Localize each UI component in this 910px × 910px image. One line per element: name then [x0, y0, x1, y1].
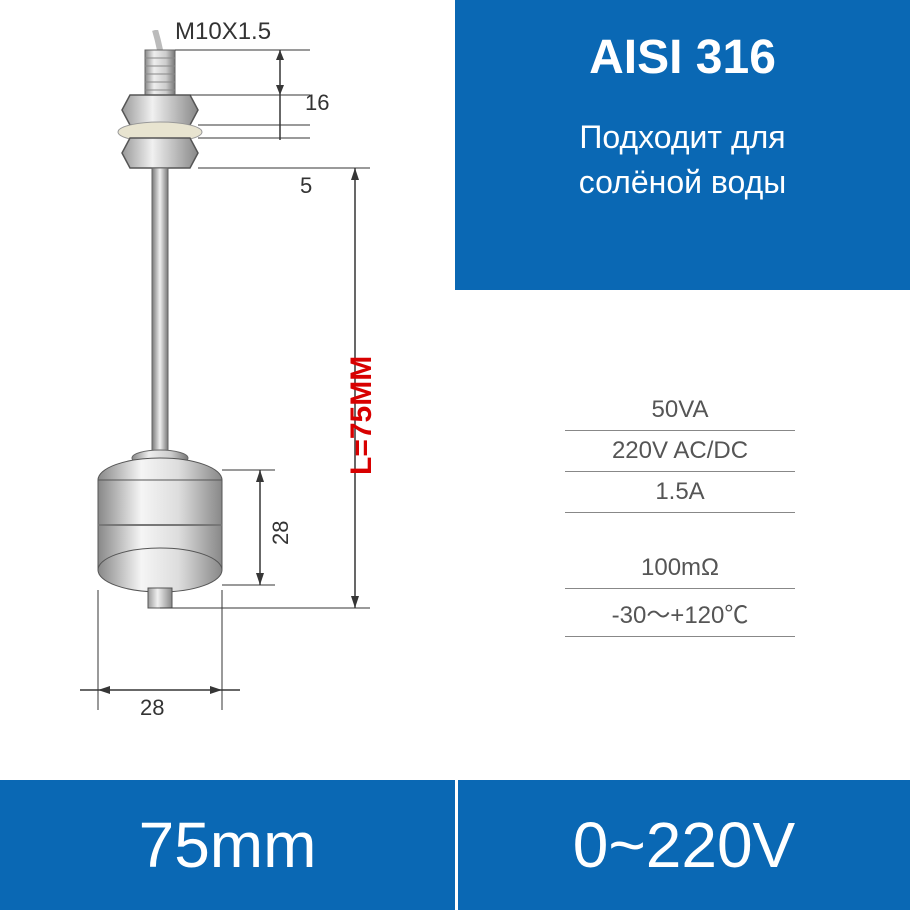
dimension-nut-gap: 5: [300, 173, 312, 199]
sensor-diagram: M10X1.5 16 5 28 28 L=75MM: [0, 0, 455, 780]
diagram-panel: M10X1.5 16 5 28 28 L=75MM: [0, 0, 455, 780]
dimension-float-width: 28: [140, 695, 164, 721]
main-content: M10X1.5 16 5 28 28 L=75MM AISI 316 Подхо…: [0, 0, 910, 780]
material-header: AISI 316 Подходит для солёной воды: [455, 0, 910, 290]
specs-block: 50VA 220V AC/DC 1.5A 100mΩ -30～+120℃: [455, 290, 910, 780]
spec-voltage: 220V AC/DC: [565, 431, 795, 472]
dimension-thread-height: 16: [305, 90, 329, 116]
spec-resistance: 100mΩ: [565, 548, 795, 589]
bottom-length: 75mm: [0, 780, 455, 910]
spec-current: 1.5A: [565, 472, 795, 513]
bottom-bar: 75mm 0~220V: [0, 780, 910, 910]
material-desc-line1: Подходит для: [455, 115, 910, 160]
dimension-float-height: 28: [268, 521, 294, 545]
spec-temperature: -30～+120℃: [565, 589, 795, 637]
material-title: AISI 316: [455, 30, 910, 85]
thread-label: M10X1.5: [175, 18, 271, 46]
dimension-length: L=75MM: [345, 356, 379, 475]
info-panel: AISI 316 Подходит для солёной воды 50VA …: [455, 0, 910, 780]
material-desc-line2: солёной воды: [455, 160, 910, 205]
bottom-voltage: 0~220V: [455, 780, 910, 910]
spec-power: 50VA: [565, 390, 795, 431]
